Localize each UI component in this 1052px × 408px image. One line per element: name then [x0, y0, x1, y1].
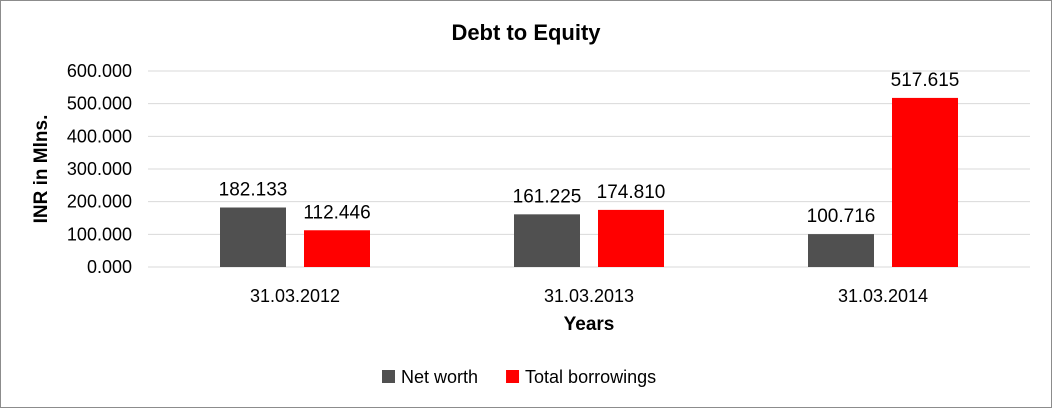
y-tick-label: 200.000 — [67, 192, 132, 212]
data-label: 517.615 — [891, 70, 960, 91]
data-label: 182.133 — [219, 180, 288, 201]
x-tick-label: 31.03.2014 — [838, 286, 928, 306]
bars — [220, 97, 958, 267]
legend-swatch — [506, 370, 520, 383]
chart-title: Debt to Equity — [451, 20, 601, 45]
data-label: 112.446 — [303, 202, 370, 223]
y-axis-ticks: 0.000 100.000 200.000 300.000 400.000 500.000… — [67, 61, 132, 277]
x-tick-label: 31.03.2012 — [250, 286, 340, 306]
x-axis-title: Years — [564, 314, 615, 335]
data-label: 161.225 — [513, 186, 582, 207]
data-labels: 182.133 112.446 161.225 174.810 100.716 517.6… — [219, 70, 960, 227]
bar-total-borrowings — [598, 209, 664, 267]
y-tick-label: 500.000 — [67, 94, 132, 114]
y-axis-title: INR in Mlns. — [31, 115, 52, 224]
bar-total-borrowings — [892, 97, 958, 267]
data-label: 100.716 — [807, 206, 876, 227]
y-tick-label: 600.000 — [67, 61, 132, 81]
legend-label: Total borrowings — [525, 367, 656, 387]
bar-total-borrowings — [304, 230, 370, 267]
y-tick-label: 300.000 — [67, 159, 132, 179]
bar-net-worth — [220, 207, 286, 267]
gridlines — [148, 70, 1030, 268]
legend-label: Net worth — [401, 367, 478, 387]
x-axis-ticks: 31.03.2012 31.03.2013 31.03.2014 — [250, 286, 928, 306]
bar-net-worth — [808, 234, 874, 267]
y-tick-label: 0.000 — [87, 257, 132, 277]
bar-net-worth — [514, 214, 580, 267]
x-tick-label: 31.03.2013 — [544, 286, 634, 306]
data-label: 174.810 — [597, 182, 666, 203]
y-tick-label: 400.000 — [67, 126, 132, 146]
legend-swatch — [382, 370, 395, 383]
y-tick-label: 100.000 — [67, 224, 132, 244]
legend: Net worth Total borrowings — [382, 367, 656, 387]
